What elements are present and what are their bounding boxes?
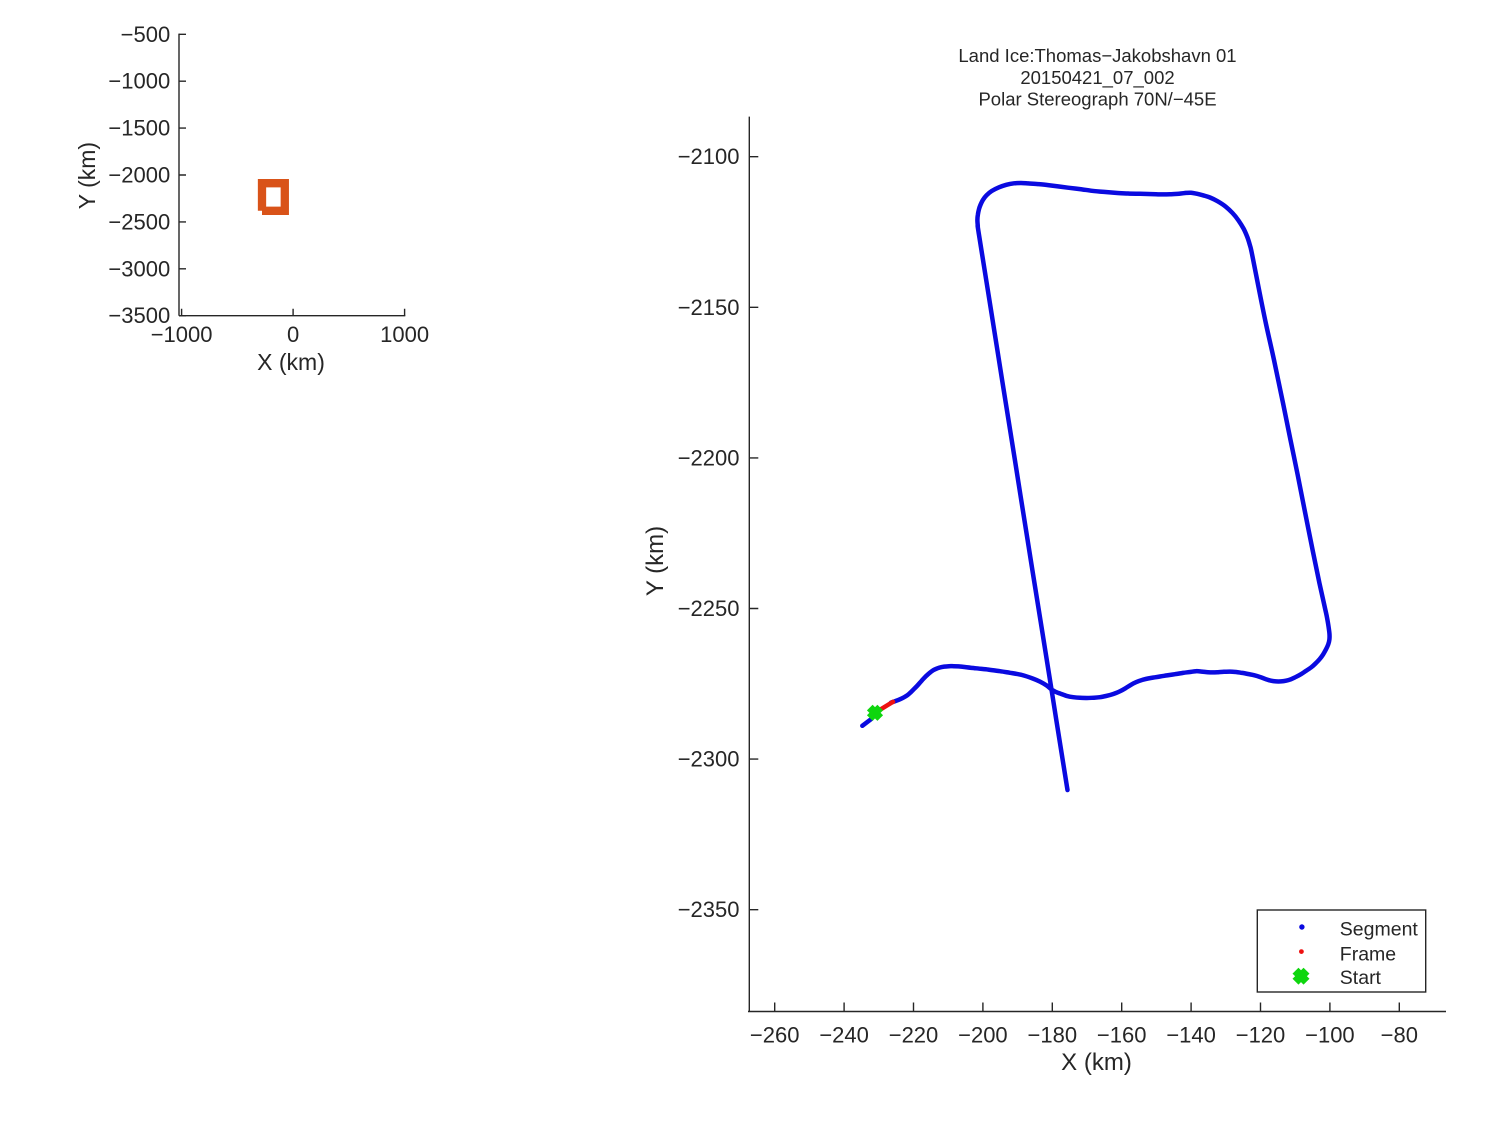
svg-text:−2250: −2250 — [678, 596, 740, 621]
svg-text:−3500: −3500 — [108, 303, 170, 328]
svg-text:Start: Start — [1340, 967, 1382, 989]
svg-text:−2300: −2300 — [678, 747, 740, 772]
svg-text:Segment: Segment — [1340, 919, 1419, 941]
svg-text:−180: −180 — [1028, 1022, 1078, 1047]
svg-text:−100: −100 — [1305, 1022, 1355, 1047]
svg-text:−1000: −1000 — [151, 322, 213, 347]
svg-text:20150421_07_002: 20150421_07_002 — [1020, 67, 1174, 89]
svg-text:−2500: −2500 — [108, 209, 170, 234]
svg-text:−2200: −2200 — [678, 445, 740, 470]
svg-text:−1000: −1000 — [108, 69, 170, 94]
svg-text:−80: −80 — [1381, 1022, 1418, 1047]
svg-text:Y (km): Y (km) — [642, 526, 669, 596]
svg-text:−3000: −3000 — [108, 256, 170, 281]
svg-text:−160: −160 — [1097, 1022, 1147, 1047]
svg-text:Land Ice:Thomas−Jakobshavn 01: Land Ice:Thomas−Jakobshavn 01 — [958, 45, 1236, 66]
svg-text:Frame: Frame — [1340, 943, 1396, 965]
svg-text:Polar Stereograph 70N/−45E: Polar Stereograph 70N/−45E — [978, 88, 1216, 109]
svg-text:−200: −200 — [958, 1022, 1008, 1047]
svg-text:1000: 1000 — [380, 322, 429, 347]
svg-text:−2150: −2150 — [678, 295, 740, 320]
svg-text:X (km): X (km) — [257, 349, 325, 375]
svg-text:−240: −240 — [819, 1022, 869, 1047]
svg-text:−2100: −2100 — [678, 144, 740, 169]
svg-text:−120: −120 — [1236, 1022, 1286, 1047]
svg-text:Y (km): Y (km) — [74, 142, 100, 209]
svg-text:0: 0 — [287, 322, 299, 347]
svg-text:−500: −500 — [121, 22, 171, 47]
svg-text:−2000: −2000 — [108, 163, 170, 188]
svg-text:X (km): X (km) — [1061, 1049, 1132, 1076]
svg-text:−260: −260 — [750, 1022, 800, 1047]
svg-text:−140: −140 — [1166, 1022, 1216, 1047]
svg-text:−2350: −2350 — [678, 897, 740, 922]
svg-text:−1500: −1500 — [108, 116, 170, 141]
svg-text:−220: −220 — [889, 1022, 939, 1047]
